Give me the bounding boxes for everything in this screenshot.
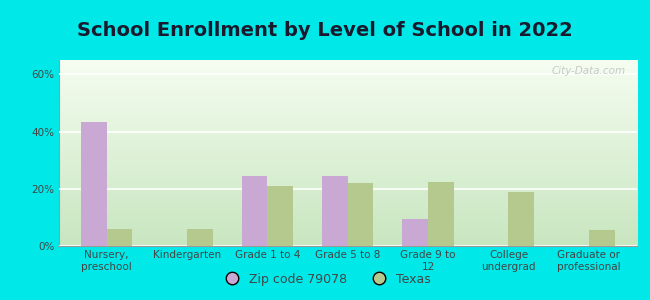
Bar bbox=[508, 192, 534, 246]
Bar bbox=[107, 229, 133, 246]
Bar bbox=[322, 176, 348, 246]
Legend: Zip code 79078, Texas: Zip code 79078, Texas bbox=[214, 268, 436, 291]
Bar bbox=[402, 219, 428, 246]
Bar bbox=[81, 122, 107, 246]
Bar bbox=[242, 176, 267, 246]
Text: City-Data.com: City-Data.com bbox=[551, 66, 625, 76]
Bar bbox=[187, 229, 213, 246]
Bar bbox=[348, 183, 374, 246]
Bar bbox=[589, 230, 614, 246]
Text: School Enrollment by Level of School in 2022: School Enrollment by Level of School in … bbox=[77, 21, 573, 40]
Bar bbox=[428, 182, 454, 246]
Bar bbox=[267, 186, 293, 246]
